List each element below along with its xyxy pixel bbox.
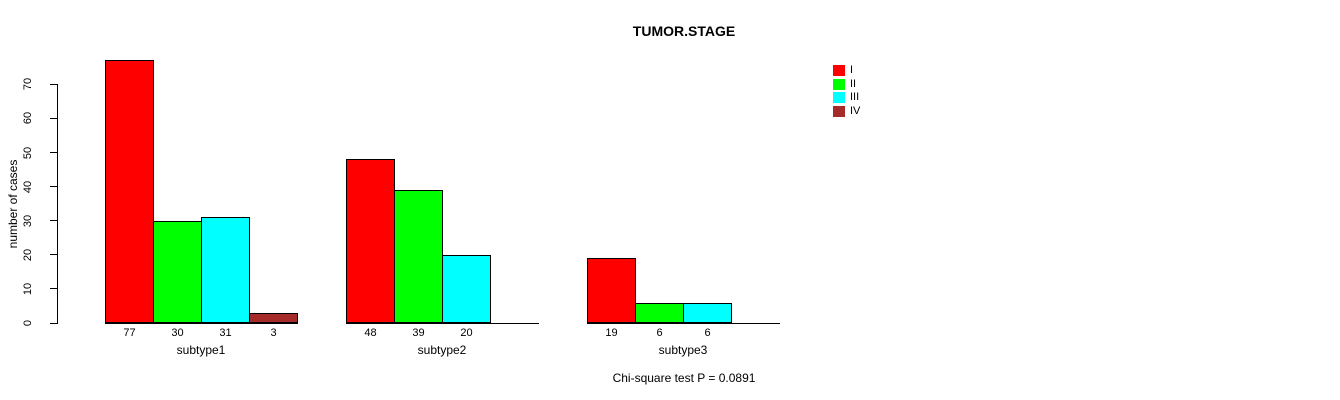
y-tick-label: 20 xyxy=(22,248,34,261)
bar-value-subtype2-I: 48 xyxy=(364,327,377,339)
bar-value-subtype2-II: 39 xyxy=(412,327,425,339)
bar-value-subtype3-I: 19 xyxy=(605,327,618,339)
y-tick-label: 60 xyxy=(22,112,34,125)
x-axis-baseline-subtype1 xyxy=(105,322,298,324)
legend-swatch-II xyxy=(833,78,845,90)
x-axis-label-subtype2: subtype2 xyxy=(417,343,467,357)
y-tick xyxy=(50,288,57,290)
bar-subtype3-I xyxy=(587,258,636,323)
bar-subtype2-I xyxy=(346,159,395,323)
legend-swatch-III xyxy=(833,92,845,104)
bar-subtype2-III xyxy=(442,254,491,323)
bar-value-subtype1-II: 30 xyxy=(171,327,184,339)
y-tick xyxy=(50,220,57,222)
y-axis-line xyxy=(57,84,58,324)
bar-subtype1-IV xyxy=(249,312,298,323)
legend-label-I: I xyxy=(850,64,854,76)
y-tick-label: 30 xyxy=(22,214,34,227)
x-axis-label-subtype1: subtype1 xyxy=(176,343,226,357)
bar-subtype1-I xyxy=(105,60,154,323)
y-tick xyxy=(50,254,57,256)
y-tick-label: 50 xyxy=(22,146,34,159)
legend-swatch-IV xyxy=(833,105,845,117)
y-tick xyxy=(50,186,57,188)
y-tick-label: 0 xyxy=(22,319,34,327)
bar-subtype1-III xyxy=(201,217,250,323)
y-tick xyxy=(50,152,57,153)
bar-value-subtype3-III: 6 xyxy=(704,327,711,339)
bar-value-subtype3-II: 6 xyxy=(656,327,663,339)
legend-label-II: II xyxy=(850,77,857,90)
y-tick xyxy=(50,117,57,119)
y-tick-label: 40 xyxy=(22,180,34,193)
y-tick-label: 10 xyxy=(22,282,34,296)
bar-subtype1-II xyxy=(153,220,202,323)
x-axis-baseline-subtype2 xyxy=(346,322,539,324)
bar-subtype3-II xyxy=(635,302,684,323)
y-tick-label: 70 xyxy=(22,78,34,91)
bar-subtype2-II xyxy=(394,190,443,323)
y-axis-title: number of cases xyxy=(6,159,20,249)
legend-swatch-I xyxy=(833,65,845,76)
bar-value-subtype2-III: 20 xyxy=(460,327,473,339)
bar-subtype3-III xyxy=(683,302,732,323)
chi-square-note: Chi-square test P = 0.0891 xyxy=(612,371,756,385)
legend-label-III: III xyxy=(850,91,860,104)
legend-label-IV: IV xyxy=(850,104,861,117)
bar-value-subtype1-III: 31 xyxy=(219,327,232,339)
y-tick xyxy=(50,83,57,85)
chart-title: TUMOR.STAGE xyxy=(632,23,736,39)
x-axis-label-subtype3: subtype3 xyxy=(658,343,708,357)
bar-value-subtype1-IV: 3 xyxy=(270,327,277,339)
y-tick xyxy=(50,322,57,324)
x-axis-baseline-subtype3 xyxy=(587,322,780,324)
bar-value-subtype1-I: 77 xyxy=(123,327,136,339)
